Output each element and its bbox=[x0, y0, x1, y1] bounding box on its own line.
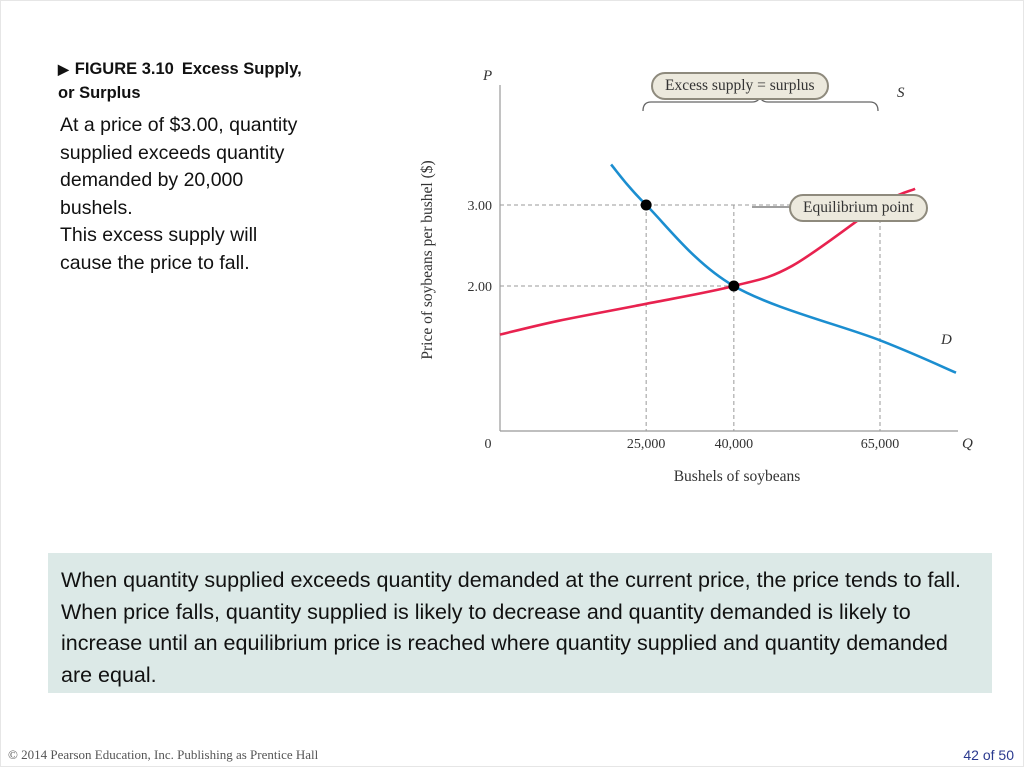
page-number: 42 of 50 bbox=[963, 747, 1014, 763]
highlight-point bbox=[728, 280, 740, 292]
surplus-callout: Excess supply = surplus bbox=[651, 72, 829, 100]
y-tick-label: 3.00 bbox=[468, 199, 493, 214]
copyright-footer: © 2014 Pearson Education, Inc. Publishin… bbox=[8, 747, 319, 762]
figure-number: FIGURE 3.10 bbox=[74, 60, 174, 78]
y-axis-label: Price of soybeans per bushel ($) bbox=[419, 160, 436, 359]
x-tick-label: 65,000 bbox=[861, 437, 900, 452]
triangle-bullet-icon: ▶ bbox=[58, 61, 69, 77]
x-tick-label: 40,000 bbox=[715, 437, 754, 452]
caption-line: cause the price to fall. bbox=[60, 251, 250, 274]
x-axis-label: Bushels of soybeans bbox=[674, 468, 801, 485]
figure-title: Excess Supply, bbox=[181, 60, 302, 78]
x-tick-label: 25,000 bbox=[627, 437, 666, 452]
x-tick-label: 0 bbox=[485, 437, 492, 452]
y-tick-label: 2.00 bbox=[468, 280, 493, 295]
figure-heading: ▶ FIGURE 3.10 Excess Supply, or Surplus bbox=[58, 57, 388, 105]
caption-line: bushels. bbox=[60, 196, 133, 219]
supply-curve-label: S bbox=[897, 85, 905, 101]
guide-lines bbox=[500, 204, 881, 431]
figure-title-line2: or Surplus bbox=[58, 84, 141, 102]
y-axis-symbol: P bbox=[482, 68, 492, 84]
caption-line: At a price of $3.00, quantity bbox=[60, 114, 298, 136]
tick-labels-group: 0 25,000 40,000 65,000 2.00 3.00 bbox=[468, 199, 900, 452]
figure-caption: At a price of $3.00, quantity supplied e… bbox=[60, 112, 360, 277]
equilibrium-callout: Equilibrium point bbox=[789, 194, 928, 222]
caption-line: This excess supply will bbox=[60, 224, 258, 246]
summary-box: When quantity supplied exceeds quantity … bbox=[48, 553, 992, 693]
caption-line: supplied exceeds quantity bbox=[60, 141, 285, 164]
highlight-point bbox=[640, 199, 652, 211]
demand-curve-label: D bbox=[940, 332, 952, 348]
caption-line: demanded by 20,000 bbox=[60, 169, 244, 191]
x-axis-symbol: Q bbox=[962, 436, 973, 452]
